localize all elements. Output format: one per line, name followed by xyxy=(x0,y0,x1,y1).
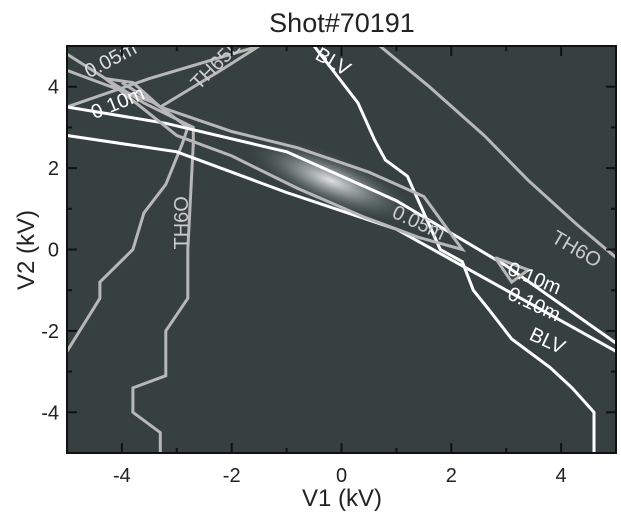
x-axis-label: V1 (kV) xyxy=(302,485,382,512)
peak-glow xyxy=(241,136,420,225)
x-tick-label: -2 xyxy=(223,465,241,487)
contour-lines xyxy=(67,46,616,453)
contour-line-8 xyxy=(104,77,467,253)
contour-line-2 xyxy=(67,46,260,109)
plot-area xyxy=(67,46,616,453)
axis-ticks: -4 -2 0 2 4 -4 -2 0 2 4 xyxy=(41,45,617,487)
contour-line-1 xyxy=(67,68,190,353)
y-tick-label: 0 xyxy=(48,240,59,262)
contour-line-0 xyxy=(67,52,195,453)
contour-label-4: TH6O xyxy=(171,196,193,249)
y-tick-label: -2 xyxy=(41,321,59,343)
y-tick-label: -4 xyxy=(41,402,59,424)
intensity-peak xyxy=(241,136,420,225)
y-axis-label: V2 (kV) xyxy=(13,210,40,290)
contour-line-4 xyxy=(121,46,260,109)
x-tick-label: 4 xyxy=(556,465,567,487)
contour-line-6 xyxy=(67,105,616,345)
x-tick-label: 2 xyxy=(446,465,457,487)
contour-line-5 xyxy=(312,46,596,453)
contour-line-3 xyxy=(378,46,616,259)
contour-line-9 xyxy=(493,256,532,285)
x-tick-label: -4 xyxy=(113,465,131,487)
x-tick-label: 0 xyxy=(336,465,347,487)
y-tick-label: 4 xyxy=(48,77,59,99)
y-tick-label: 2 xyxy=(48,158,59,180)
contour-line-7 xyxy=(67,134,616,353)
chart-title: Shot#70191 xyxy=(269,8,415,38)
